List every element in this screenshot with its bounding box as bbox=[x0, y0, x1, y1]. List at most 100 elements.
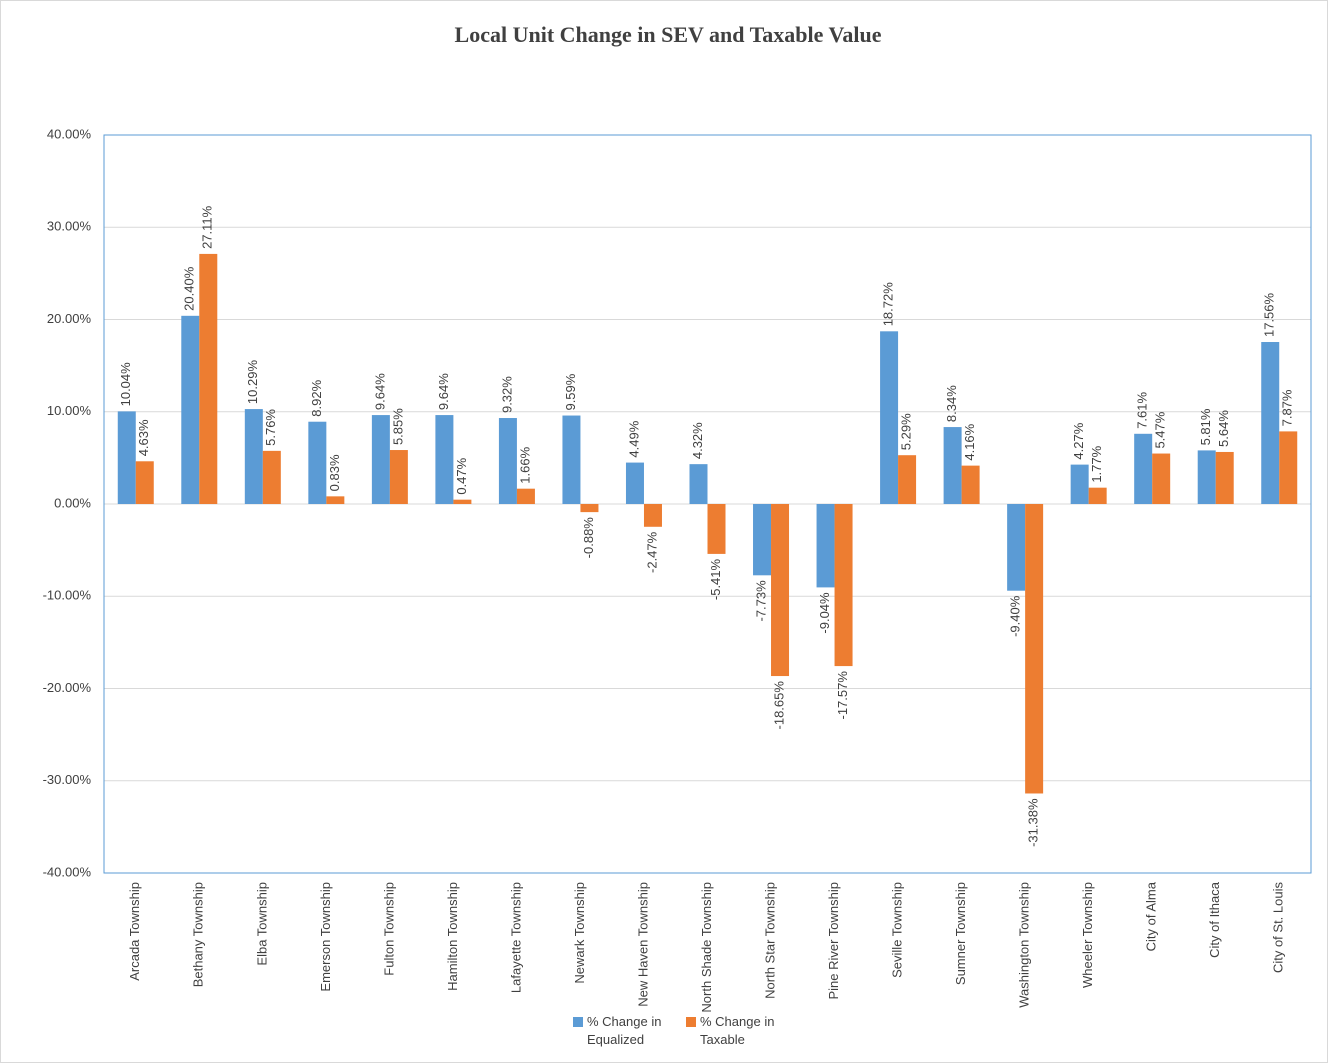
y-tick-label: -10.00% bbox=[43, 588, 92, 603]
x-tick-label: Wheeler Township bbox=[1080, 882, 1095, 988]
value-label: 9.32% bbox=[499, 376, 514, 413]
value-label: 0.83% bbox=[327, 454, 342, 491]
bar bbox=[625, 462, 644, 504]
x-tick-label: North Star Township bbox=[762, 882, 777, 999]
x-tick-label: North Shade Township bbox=[699, 882, 714, 1013]
y-tick-label: -30.00% bbox=[43, 772, 92, 787]
x-tick-label: Newark Township bbox=[572, 882, 587, 984]
bar bbox=[1197, 450, 1216, 504]
bar bbox=[689, 464, 708, 504]
value-label: 8.34% bbox=[944, 385, 959, 422]
value-label: 5.29% bbox=[899, 413, 914, 450]
bar bbox=[244, 409, 263, 504]
value-label: -18.65% bbox=[771, 681, 786, 730]
bar bbox=[943, 427, 962, 504]
bar bbox=[580, 504, 599, 513]
value-label: 9.64% bbox=[436, 373, 451, 410]
value-label: 9.59% bbox=[563, 373, 578, 410]
bar bbox=[117, 411, 136, 504]
bar bbox=[308, 421, 327, 504]
bar bbox=[1279, 431, 1298, 504]
y-tick-label: 20.00% bbox=[47, 311, 92, 326]
bar bbox=[961, 465, 980, 504]
value-label: 4.16% bbox=[962, 423, 977, 460]
value-label: -9.40% bbox=[1008, 595, 1023, 637]
value-label: -0.88% bbox=[581, 517, 596, 559]
value-label: -5.41% bbox=[708, 558, 723, 600]
legend-label: % Change in Taxable bbox=[700, 1014, 775, 1047]
value-label: 17.56% bbox=[1262, 292, 1277, 337]
bar bbox=[1152, 453, 1171, 504]
chart-title: Local Unit Change in SEV and Taxable Val… bbox=[455, 22, 882, 47]
bar bbox=[516, 488, 535, 504]
value-label: 4.49% bbox=[626, 420, 641, 457]
bar bbox=[371, 415, 390, 504]
x-tick-label: City of Alma bbox=[1144, 881, 1159, 951]
x-tick-label: Arcada Township bbox=[127, 882, 142, 981]
bar bbox=[771, 504, 790, 677]
plot-border bbox=[103, 134, 1312, 874]
bar bbox=[816, 504, 835, 588]
legend-swatch bbox=[573, 1017, 583, 1027]
x-tick-label: Lafayette Township bbox=[508, 882, 523, 993]
value-label: 4.27% bbox=[1071, 422, 1086, 459]
x-tick-label: Washington Township bbox=[1017, 882, 1032, 1008]
value-label: 5.76% bbox=[263, 409, 278, 446]
bar bbox=[1261, 342, 1280, 504]
legend-swatch bbox=[686, 1017, 696, 1027]
value-label: -9.04% bbox=[817, 592, 832, 634]
bar bbox=[753, 504, 772, 576]
value-label: 5.85% bbox=[390, 408, 405, 445]
bar bbox=[1215, 451, 1234, 504]
bar bbox=[326, 496, 345, 504]
bar bbox=[435, 415, 454, 504]
bar bbox=[1007, 504, 1026, 591]
value-label: -2.47% bbox=[644, 531, 659, 573]
y-tick-label: 0.00% bbox=[54, 495, 91, 510]
value-label: 4.32% bbox=[690, 422, 705, 459]
bar bbox=[562, 415, 581, 504]
bar bbox=[199, 253, 218, 504]
bar bbox=[1070, 464, 1089, 504]
x-tick-label: New Haven Township bbox=[635, 882, 650, 1007]
bar bbox=[1088, 487, 1107, 504]
y-tick-label: -40.00% bbox=[43, 864, 92, 879]
bar bbox=[898, 455, 917, 504]
bar bbox=[834, 504, 853, 667]
x-tick-label: Elba Township bbox=[254, 882, 269, 966]
value-label: 5.64% bbox=[1216, 410, 1231, 447]
value-label: 5.47% bbox=[1153, 411, 1168, 448]
bar bbox=[262, 450, 281, 504]
x-tick-label: Seville Township bbox=[890, 882, 905, 978]
value-label: 7.87% bbox=[1280, 389, 1295, 426]
value-label: 8.92% bbox=[309, 379, 324, 416]
value-label: 18.72% bbox=[881, 282, 896, 327]
value-label: 7.61% bbox=[1135, 391, 1150, 428]
value-label: -17.57% bbox=[835, 671, 850, 720]
x-tick-label: Bethany Township bbox=[191, 882, 206, 987]
value-label: -7.73% bbox=[753, 580, 768, 622]
value-label: 4.63% bbox=[136, 419, 151, 456]
x-tick-label: Hamilton Township bbox=[445, 882, 460, 991]
value-label: -31.38% bbox=[1026, 798, 1041, 847]
bar bbox=[498, 418, 517, 504]
bar bbox=[1025, 504, 1044, 794]
x-tick-label: Fulton Township bbox=[381, 882, 396, 976]
value-label: 0.47% bbox=[454, 457, 469, 494]
bar bbox=[880, 331, 899, 504]
y-tick-label: 30.00% bbox=[47, 219, 92, 234]
value-label: 10.04% bbox=[118, 362, 133, 407]
bar bbox=[1134, 433, 1153, 504]
bar bbox=[707, 504, 726, 554]
value-label: 1.66% bbox=[517, 446, 532, 483]
bar bbox=[389, 450, 408, 504]
value-label: 5.81% bbox=[1198, 408, 1213, 445]
value-label: 9.64% bbox=[372, 373, 387, 410]
y-tick-label: 40.00% bbox=[47, 126, 92, 141]
x-tick-label: Pine River Township bbox=[826, 882, 841, 1000]
bar bbox=[135, 461, 154, 504]
value-label: 1.77% bbox=[1089, 445, 1104, 482]
